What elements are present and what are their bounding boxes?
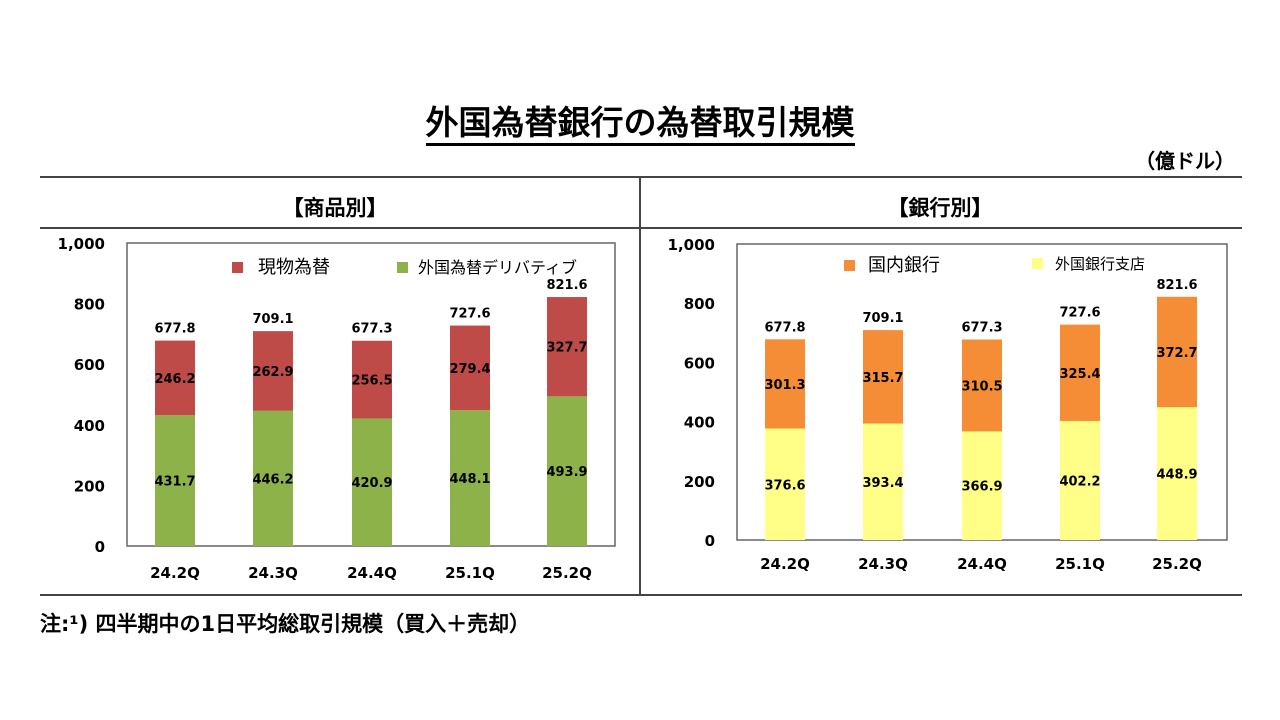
bar-segment <box>352 418 392 546</box>
bar-segment <box>155 340 195 416</box>
y-tick-label: 400 <box>684 414 715 432</box>
x-tick-label: 25.2Q <box>1152 555 1202 573</box>
data-label: 446.2 <box>252 472 293 487</box>
data-label: 493.9 <box>546 465 587 480</box>
y-tick-label: 1,000 <box>58 235 105 253</box>
legend-label: 国内銀行 <box>868 255 940 276</box>
y-tick-label: 600 <box>684 354 715 372</box>
data-label: 448.9 <box>1156 468 1197 483</box>
data-label: 301.3 <box>764 378 805 393</box>
bar-segment <box>547 396 587 546</box>
data-label: 325.4 <box>1059 367 1100 382</box>
bar-segment <box>450 410 490 546</box>
total-label: 709.1 <box>252 312 293 327</box>
bar-segment <box>962 431 1002 540</box>
total-label: 709.1 <box>862 311 903 326</box>
bar-segment <box>1157 296 1197 408</box>
x-tick-label: 25.1Q <box>1055 555 1105 573</box>
legend-label: 外国銀行支店 <box>1055 255 1145 273</box>
x-tick-label: 24.4Q <box>957 555 1007 573</box>
divider-vertical <box>639 177 641 595</box>
total-label: 677.8 <box>764 320 805 335</box>
x-tick-label: 24.2Q <box>150 564 200 582</box>
bar-segment <box>962 339 1002 432</box>
footnote: 注:¹) 四半期中の1日平均総取引規模（買入＋売却） <box>40 612 531 636</box>
total-label: 727.6 <box>449 307 490 322</box>
data-label: 366.9 <box>961 480 1002 495</box>
data-label: 372.7 <box>1156 346 1197 361</box>
bar-segment <box>253 331 293 411</box>
data-label: 448.1 <box>449 472 490 487</box>
total-label: 821.6 <box>546 278 587 293</box>
total-label: 677.3 <box>961 320 1002 335</box>
y-tick-label: 200 <box>684 473 715 491</box>
x-tick-label: 24.3Q <box>248 564 298 582</box>
y-tick-label: 800 <box>74 296 105 314</box>
data-label: 246.2 <box>154 372 195 387</box>
legend-swatch <box>397 262 408 273</box>
bar-segment <box>765 428 805 540</box>
divider-bottom <box>40 594 1242 596</box>
total-label: 677.3 <box>351 322 392 337</box>
y-tick-label: 1,000 <box>668 236 715 254</box>
bar-segment <box>352 340 392 419</box>
data-label: 376.6 <box>764 478 805 493</box>
bar-segment <box>863 330 903 424</box>
data-label: 420.9 <box>351 476 392 491</box>
bar-segment <box>863 423 903 540</box>
data-label: 262.9 <box>252 365 293 380</box>
data-label: 393.4 <box>862 476 903 491</box>
data-label: 310.5 <box>961 379 1002 394</box>
bar-segment <box>547 297 587 397</box>
y-tick-label: 800 <box>684 295 715 313</box>
data-label: 327.7 <box>546 341 587 356</box>
section-title-by-product: 【商品別】 <box>282 196 388 220</box>
bar-segment <box>765 339 805 429</box>
x-tick-label: 25.1Q <box>445 564 495 582</box>
x-tick-label: 24.4Q <box>347 564 397 582</box>
legend-swatch <box>1032 258 1043 269</box>
data-label: 315.7 <box>862 371 903 386</box>
total-label: 677.8 <box>154 322 195 337</box>
y-tick-label: 600 <box>74 356 105 374</box>
legend-swatch <box>232 262 243 273</box>
bar-segment <box>1060 420 1100 540</box>
unit-label: （億ドル） <box>1135 149 1235 173</box>
section-title-by-bank: 【銀行別】 <box>887 196 993 220</box>
data-label: 402.2 <box>1059 474 1100 489</box>
legend-swatch <box>844 260 855 271</box>
y-tick-label: 200 <box>74 477 105 495</box>
bar-segment <box>1157 407 1197 540</box>
total-label: 727.6 <box>1059 306 1100 321</box>
bar-segment <box>1060 324 1100 421</box>
x-tick-label: 24.3Q <box>858 555 908 573</box>
y-tick-label: 0 <box>95 538 105 556</box>
page-title: 外国為替銀行の為替取引規模 <box>0 96 1280 146</box>
data-label: 256.5 <box>351 374 392 389</box>
bar-segment <box>253 410 293 546</box>
data-label: 279.4 <box>449 362 490 377</box>
bar-segment <box>450 325 490 411</box>
divider-header <box>40 227 1242 229</box>
total-label: 821.6 <box>1156 278 1197 293</box>
x-tick-label: 25.2Q <box>542 564 592 582</box>
data-label: 431.7 <box>154 475 195 490</box>
divider-top <box>40 176 1242 178</box>
bar-segment <box>155 415 195 546</box>
legend-label: 現物為替 <box>258 257 330 278</box>
y-tick-label: 400 <box>74 417 105 435</box>
title-text: 外国為替銀行の為替取引規模 <box>425 103 855 146</box>
x-tick-label: 24.2Q <box>760 555 810 573</box>
y-tick-label: 0 <box>705 532 715 550</box>
legend-label: 外国為替デリバティブ <box>418 258 577 277</box>
